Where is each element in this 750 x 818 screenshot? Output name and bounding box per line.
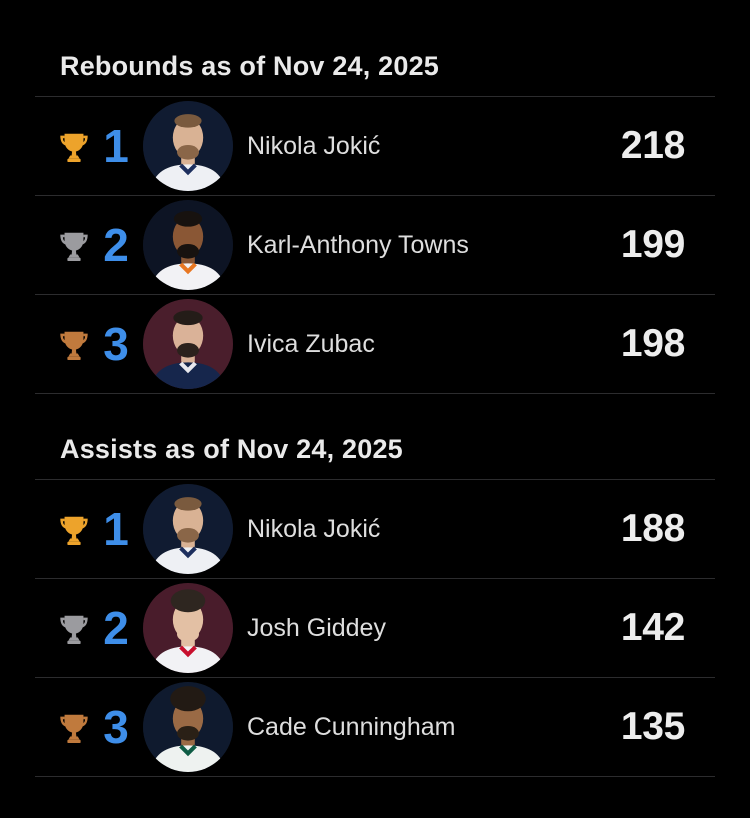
stat-value: 135 — [620, 705, 685, 748]
leaderboard-row[interactable]: 3 Cade Cunningham 135 — [35, 677, 715, 776]
rank-number: 3 — [103, 318, 129, 370]
leaderboard-list: 1 Nikola Jokić 218 — [35, 96, 715, 394]
rank-number: 2 — [103, 219, 129, 271]
stat-value: 198 — [620, 322, 685, 365]
player-name: Ivica Zubac — [247, 329, 375, 358]
player-name: Nikola Jokić — [247, 131, 381, 160]
player-name: Nikola Jokić — [247, 514, 381, 543]
leaderboard-row[interactable]: 3 Ivica Zubac 198 — [35, 294, 715, 393]
trophy-bronze-icon — [60, 714, 88, 744]
player-name: Karl-Anthony Towns — [247, 230, 469, 259]
player-name: Josh Giddey — [247, 613, 386, 642]
section-title: Rebounds as of Nov 24, 2025 — [60, 51, 440, 81]
stat-value: 188 — [620, 507, 685, 550]
player-avatar — [143, 484, 233, 574]
section-rebounds: Rebounds as of Nov 24, 2025 1 — [0, 11, 750, 394]
player-avatar — [143, 682, 233, 772]
rank-number: 1 — [103, 120, 129, 172]
stat-value: 199 — [620, 223, 685, 266]
trophy-silver-icon — [60, 232, 88, 262]
player-name: Cade Cunningham — [247, 712, 456, 741]
rank-number: 3 — [103, 701, 129, 753]
trophy-gold-icon — [60, 133, 88, 163]
rank-number: 2 — [103, 602, 129, 654]
player-avatar — [143, 299, 233, 389]
section-header: Assists as of Nov 24, 2025 — [0, 394, 750, 479]
trophy-bronze-icon — [60, 331, 88, 361]
rank-number: 1 — [103, 503, 129, 555]
player-avatar — [143, 101, 233, 191]
stat-value: 142 — [620, 606, 685, 649]
leaderboard-row[interactable]: 2 Karl-Anthony Towns 199 — [35, 195, 715, 294]
leaderboard-row[interactable]: 2 Josh Giddey 142 — [35, 578, 715, 677]
stat-value: 218 — [620, 124, 685, 167]
leaderboard-row[interactable]: 1 Nikola Jokić 188 — [35, 479, 715, 578]
section-header: Rebounds as of Nov 24, 2025 — [0, 11, 750, 96]
player-avatar — [143, 583, 233, 673]
player-avatar — [143, 200, 233, 290]
leaderboard-list: 1 Nikola Jokić 188 — [35, 479, 715, 777]
section-title: Assists as of Nov 24, 2025 — [60, 434, 403, 464]
trophy-silver-icon — [60, 615, 88, 645]
trophy-gold-icon — [60, 516, 88, 546]
section-assists: Assists as of Nov 24, 2025 1 — [0, 394, 750, 777]
leaderboard-row[interactable]: 1 Nikola Jokić 218 — [35, 96, 715, 195]
